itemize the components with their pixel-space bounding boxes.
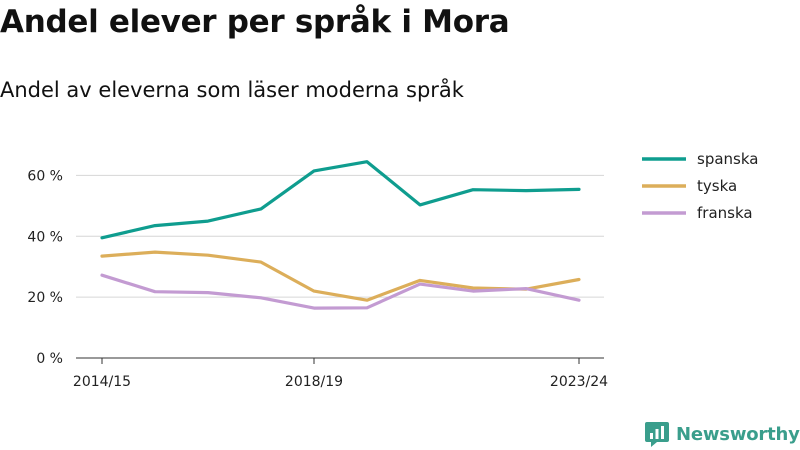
legend-label-franska: franska	[697, 204, 753, 222]
series-line-spanska	[100, 160, 581, 240]
legend: spanska tyska franska	[642, 150, 758, 222]
y-tick-label: 40 %	[27, 229, 63, 245]
newsworthy-logo-icon	[645, 422, 669, 447]
y-tick-label: 60 %	[27, 168, 63, 184]
legend-label-spanska: spanska	[697, 150, 758, 168]
chart-subtitle: Andel av eleverna som läser moderna språ…	[0, 78, 464, 102]
x-axis: 2014/15 2018/19 2023/24	[73, 357, 608, 390]
x-tick-label: 2014/15	[73, 374, 131, 390]
brand-logo: Newsworthy	[644, 420, 800, 448]
y-tick-label: 20 %	[27, 290, 63, 306]
grid-lines	[76, 174, 604, 298]
x-tick-label: 2023/24	[550, 374, 608, 390]
series-lines	[100, 160, 581, 310]
series-line-franska	[100, 273, 581, 310]
y-tick-label: 0 %	[36, 351, 63, 367]
y-axis: 0 % 20 % 40 % 60 %	[27, 168, 63, 367]
chart-title: Andel elever per språk i Mora	[0, 4, 510, 40]
brand-name: Newsworthy	[676, 423, 800, 445]
x-tick-label: 2018/19	[285, 374, 343, 390]
legend-label-tyska: tyska	[697, 177, 737, 195]
